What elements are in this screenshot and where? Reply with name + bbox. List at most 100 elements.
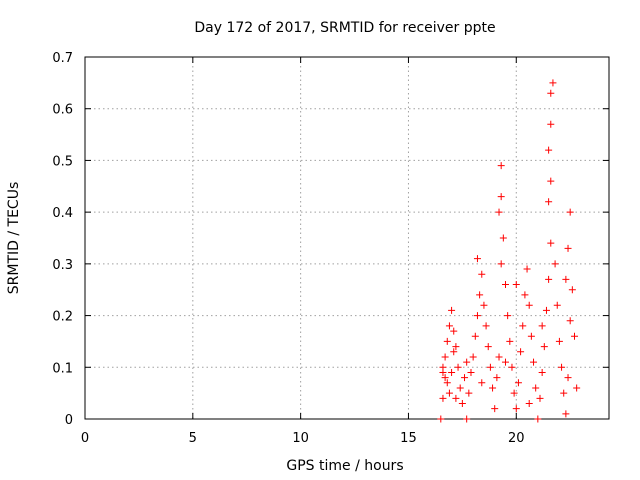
data-point — [469, 353, 477, 361]
data-point — [493, 374, 501, 382]
x-tick-label: 5 — [189, 431, 197, 446]
data-point — [564, 374, 572, 382]
data-point — [465, 389, 473, 397]
data-point — [553, 301, 561, 309]
data-point — [448, 306, 456, 314]
data-point — [461, 374, 469, 382]
grid-lines — [85, 57, 609, 419]
x-tick-label: 20 — [508, 431, 525, 446]
data-point — [452, 394, 460, 402]
data-point — [495, 353, 503, 361]
data-point — [441, 353, 449, 361]
data-point — [545, 146, 553, 154]
data-point — [519, 322, 527, 330]
data-point — [551, 260, 559, 268]
data-point — [517, 348, 525, 356]
data-point — [514, 379, 522, 387]
x-axis-label: GPS time / hours — [286, 458, 403, 474]
data-point — [523, 265, 531, 273]
data-point — [480, 301, 488, 309]
data-point — [448, 368, 456, 376]
axis-ticks — [84, 56, 609, 420]
data-point — [443, 337, 451, 345]
data-point — [501, 281, 509, 289]
data-point — [570, 332, 578, 340]
data-point — [467, 368, 475, 376]
data-point — [538, 322, 546, 330]
data-point — [547, 177, 555, 185]
data-point — [463, 358, 471, 366]
data-point — [489, 384, 497, 392]
data-point — [484, 343, 492, 351]
data-point — [497, 193, 505, 201]
data-point — [512, 405, 520, 413]
data-point — [560, 389, 568, 397]
data-point — [536, 394, 544, 402]
data-point — [549, 79, 557, 87]
x-tick-label: 0 — [81, 431, 89, 446]
data-point — [508, 363, 516, 371]
data-point — [439, 368, 447, 376]
data-point — [566, 208, 574, 216]
y-tick-label: 0.6 — [52, 103, 73, 118]
data-point — [458, 399, 466, 407]
data-point — [542, 306, 550, 314]
data-point — [564, 244, 572, 252]
y-tick-label: 0.4 — [52, 206, 73, 221]
data-point — [547, 239, 555, 247]
data-point — [558, 363, 566, 371]
y-tick-label: 0.1 — [52, 361, 73, 376]
data-point — [463, 415, 471, 423]
y-tick-label: 0.7 — [52, 51, 73, 66]
data-point — [525, 301, 533, 309]
y-tick-labels: 0 0.1 0.2 0.3 0.4 0.5 0.6 0.7 — [52, 51, 73, 428]
data-point — [482, 322, 490, 330]
data-point — [491, 405, 499, 413]
data-point — [443, 379, 451, 387]
data-point — [547, 89, 555, 97]
data-point — [473, 312, 481, 320]
data-point — [497, 162, 505, 170]
y-tick-label: 0.2 — [52, 310, 73, 325]
data-point — [497, 260, 505, 268]
data-point — [478, 379, 486, 387]
data-point — [527, 332, 535, 340]
data-point — [445, 389, 453, 397]
y-tick-label: 0.5 — [52, 154, 73, 169]
data-point — [555, 337, 563, 345]
data-point — [486, 363, 494, 371]
data-point — [573, 384, 581, 392]
data-point — [545, 275, 553, 283]
x-tick-labels: 0 5 10 15 20 — [81, 431, 525, 446]
data-point — [562, 275, 570, 283]
data-point — [445, 322, 453, 330]
data-point — [452, 343, 460, 351]
data-point — [510, 389, 518, 397]
data-point — [562, 410, 570, 418]
data-point — [545, 198, 553, 206]
data-point — [521, 291, 529, 299]
data-point — [525, 399, 533, 407]
x-tick-label: 15 — [400, 431, 417, 446]
data-point — [441, 374, 449, 382]
data-point — [534, 415, 542, 423]
y-tick-label: 0.3 — [52, 258, 73, 273]
x-tick-label: 10 — [292, 431, 309, 446]
data-point — [566, 317, 574, 325]
data-point — [506, 337, 514, 345]
data-points — [437, 79, 581, 423]
data-point — [530, 358, 538, 366]
data-point — [450, 348, 458, 356]
data-point — [495, 208, 503, 216]
data-point — [471, 332, 479, 340]
data-point — [547, 120, 555, 128]
data-point — [504, 312, 512, 320]
data-point — [473, 255, 481, 263]
data-point — [456, 384, 464, 392]
data-point — [450, 327, 458, 335]
data-point — [540, 343, 548, 351]
data-point — [476, 291, 484, 299]
data-point — [538, 368, 546, 376]
plot-frame — [84, 56, 610, 420]
